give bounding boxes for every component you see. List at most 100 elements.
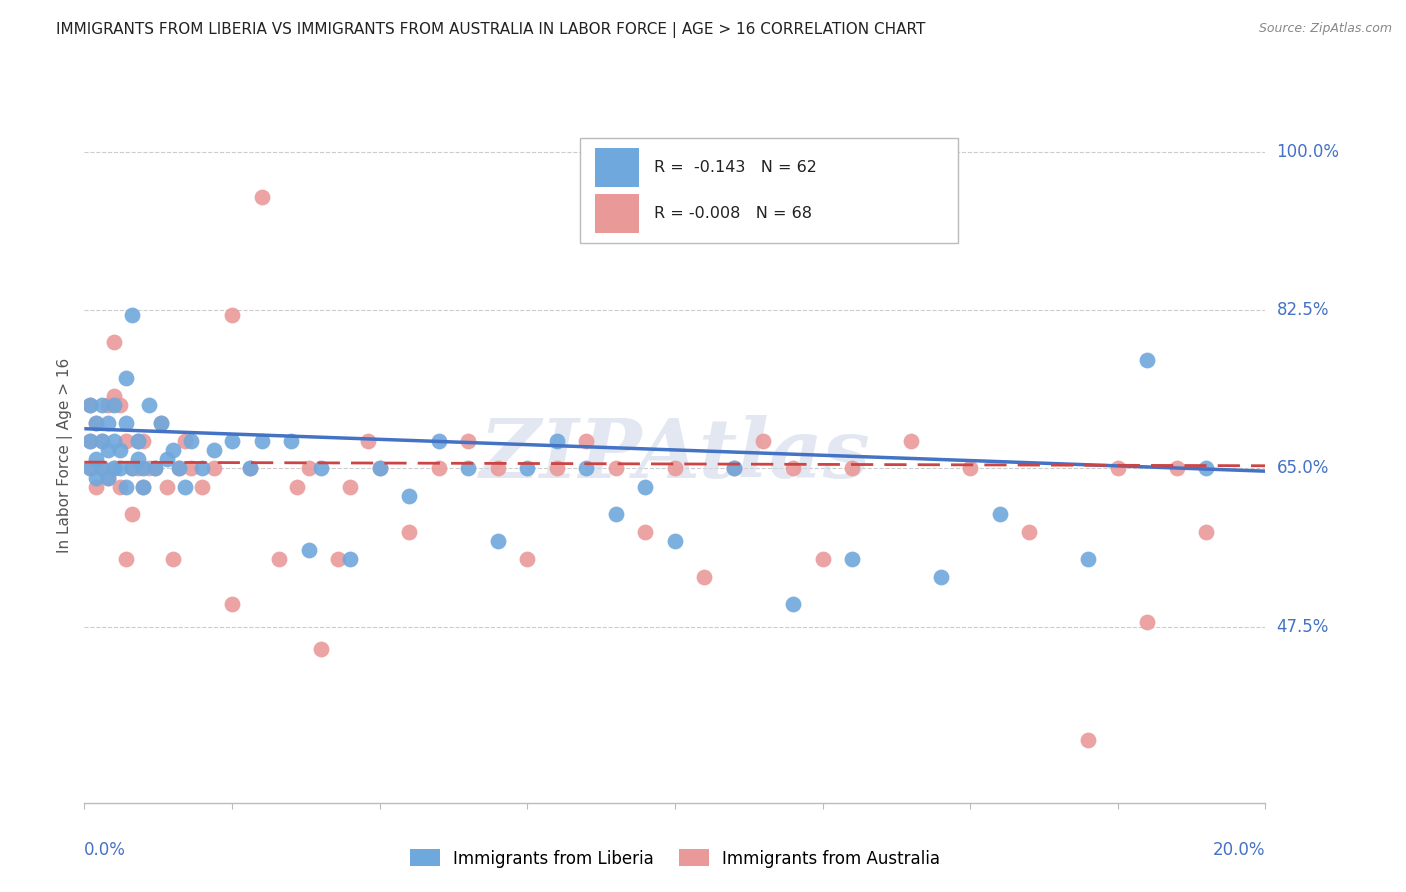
Point (103, 461, 125, 475)
Point (634, 524, 657, 539)
Point (280, 434, 302, 449)
Point (1136, 615, 1159, 629)
Point (132, 479, 155, 493)
Point (546, 434, 568, 449)
Point (269, 551, 291, 566)
Point (132, 434, 155, 449)
Text: 65.0%: 65.0% (1277, 459, 1329, 477)
Point (103, 389, 125, 403)
Point (121, 461, 143, 475)
Point (723, 461, 745, 475)
Text: ZIPAtlas: ZIPAtlas (479, 415, 870, 495)
Point (221, 597, 243, 611)
Point (180, 434, 202, 449)
Text: R =  -0.143   N = 62: R = -0.143 N = 62 (654, 160, 817, 175)
Point (782, 461, 804, 475)
Point (664, 533, 686, 548)
Point (127, 434, 149, 449)
FancyBboxPatch shape (581, 138, 959, 243)
Point (1077, 732, 1099, 747)
Point (811, 551, 834, 566)
Point (121, 308, 143, 322)
Point (84, 470, 107, 484)
Point (575, 461, 598, 475)
Point (79, 398, 101, 412)
Point (97, 470, 120, 484)
Point (1195, 461, 1218, 475)
Point (103, 434, 125, 449)
Point (173, 479, 195, 493)
Point (605, 461, 627, 475)
Point (959, 461, 981, 475)
Point (79, 434, 101, 449)
Point (114, 551, 136, 566)
Point (138, 398, 160, 412)
Point (250, 434, 273, 449)
Point (162, 551, 184, 566)
Point (114, 434, 136, 449)
Point (723, 461, 745, 475)
Point (368, 461, 391, 475)
Point (457, 461, 479, 475)
Point (285, 479, 308, 493)
Point (900, 434, 922, 449)
Point (309, 461, 332, 475)
Point (546, 461, 568, 475)
Point (108, 479, 131, 493)
Point (103, 398, 125, 412)
Point (127, 452, 149, 467)
Point (167, 461, 190, 475)
Point (121, 461, 143, 475)
Point (239, 461, 262, 475)
Point (91, 398, 114, 412)
Text: 47.5%: 47.5% (1277, 617, 1329, 636)
Point (138, 461, 160, 475)
Point (486, 461, 509, 475)
Point (693, 570, 716, 584)
Point (368, 461, 391, 475)
Legend: Immigrants from Liberia, Immigrants from Australia: Immigrants from Liberia, Immigrants from… (409, 849, 941, 868)
Point (250, 190, 273, 204)
Point (91, 434, 114, 449)
Point (173, 434, 195, 449)
Text: 0.0%: 0.0% (84, 841, 127, 859)
Point (114, 479, 136, 493)
Point (84, 417, 107, 431)
Point (457, 434, 479, 449)
Text: Source: ZipAtlas.com: Source: ZipAtlas.com (1258, 22, 1392, 36)
Point (357, 434, 380, 449)
Point (298, 461, 321, 475)
Point (339, 551, 361, 566)
Point (841, 551, 863, 566)
Point (634, 479, 657, 493)
Point (516, 551, 538, 566)
Point (398, 489, 420, 503)
Point (162, 443, 184, 458)
Point (79, 398, 101, 412)
Point (121, 507, 143, 521)
Text: 100.0%: 100.0% (1277, 144, 1340, 161)
Point (486, 533, 509, 548)
Point (841, 461, 863, 475)
Point (114, 371, 136, 385)
Point (191, 479, 214, 493)
Point (339, 479, 361, 493)
Point (103, 461, 125, 475)
Point (1077, 551, 1099, 566)
Point (298, 542, 321, 557)
Point (114, 417, 136, 431)
Point (79, 461, 101, 475)
Point (84, 417, 107, 431)
Point (202, 443, 225, 458)
Point (398, 524, 420, 539)
Point (167, 461, 190, 475)
Point (150, 417, 173, 431)
Point (516, 461, 538, 475)
Point (91, 434, 114, 449)
Point (79, 461, 101, 475)
Point (328, 551, 350, 566)
Point (664, 461, 686, 475)
Point (143, 461, 166, 475)
Point (180, 461, 202, 475)
Point (427, 434, 450, 449)
